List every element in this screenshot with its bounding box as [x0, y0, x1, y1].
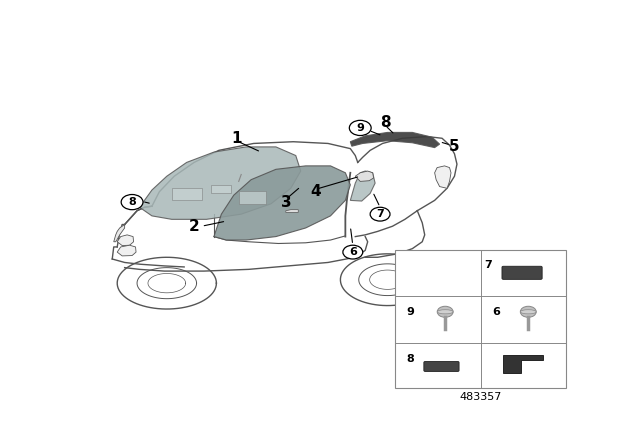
Circle shape [121, 194, 143, 210]
Circle shape [349, 121, 371, 135]
Text: 8: 8 [406, 354, 414, 364]
Text: 4: 4 [310, 184, 321, 199]
Polygon shape [286, 210, 298, 212]
FancyBboxPatch shape [172, 188, 202, 200]
Polygon shape [117, 235, 134, 246]
Text: 5: 5 [449, 139, 460, 155]
Polygon shape [214, 166, 350, 240]
Circle shape [343, 245, 363, 259]
Text: 483357: 483357 [460, 392, 502, 402]
Text: 3: 3 [280, 194, 291, 210]
FancyBboxPatch shape [424, 362, 459, 371]
Polygon shape [140, 147, 301, 220]
Polygon shape [350, 133, 440, 147]
Circle shape [520, 306, 536, 317]
Circle shape [437, 306, 453, 317]
Polygon shape [114, 224, 125, 242]
Text: 6: 6 [349, 247, 356, 257]
FancyBboxPatch shape [239, 191, 266, 204]
Text: 2: 2 [189, 219, 200, 234]
Ellipse shape [437, 310, 453, 314]
Text: 7: 7 [484, 259, 492, 270]
Polygon shape [435, 166, 451, 188]
Circle shape [370, 207, 390, 221]
FancyBboxPatch shape [395, 250, 566, 388]
Text: 8: 8 [380, 115, 390, 130]
Text: 6: 6 [492, 307, 500, 318]
Ellipse shape [520, 310, 536, 314]
FancyBboxPatch shape [502, 266, 542, 280]
Text: 7: 7 [376, 209, 384, 219]
Polygon shape [117, 245, 136, 256]
Polygon shape [350, 171, 375, 201]
FancyBboxPatch shape [211, 185, 231, 194]
Polygon shape [504, 355, 543, 372]
Text: 8: 8 [128, 197, 136, 207]
Text: 9: 9 [406, 307, 414, 318]
Text: 1: 1 [231, 131, 241, 146]
Polygon shape [355, 171, 374, 181]
Text: 9: 9 [356, 123, 364, 133]
